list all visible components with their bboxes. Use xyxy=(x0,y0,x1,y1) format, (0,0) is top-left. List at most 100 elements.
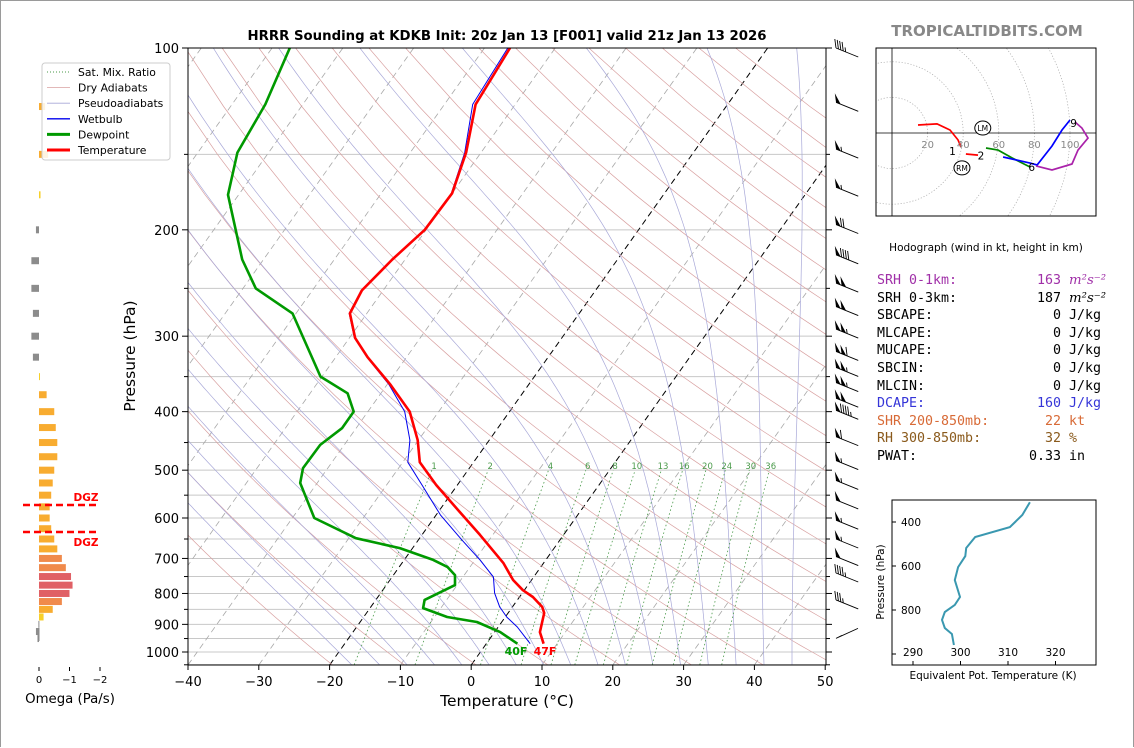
mixing-ratio-line xyxy=(574,470,636,665)
dry-adiabat xyxy=(478,48,826,335)
barb-flag xyxy=(834,245,841,257)
theta-e-x-tick-label: 310 xyxy=(998,647,1018,659)
stat-row: SBCIN: 0 J/kg xyxy=(877,360,1106,378)
wind-barb xyxy=(834,178,859,197)
barb-flag xyxy=(834,547,841,559)
barb-flag xyxy=(834,529,841,541)
dry-adiabat xyxy=(441,48,826,368)
mixing-ratio-lines: 1 2 4 6 8 10 13 16 20 24 30 36 xyxy=(353,462,776,665)
barb-full xyxy=(841,566,844,576)
barb-flag xyxy=(834,358,841,370)
omega-bar xyxy=(39,525,52,533)
theta-e-panel: 290 300 310 320 400 600 800 xyxy=(891,499,1097,666)
wind-barb xyxy=(834,297,859,317)
stat-unit: J/kg xyxy=(1069,360,1102,376)
theta-e-y-tick-label: 600 xyxy=(901,561,921,573)
pseudoadiabat xyxy=(586,48,737,665)
barb-full xyxy=(836,591,839,601)
wind-barb xyxy=(834,93,859,112)
stat-unit: J/kg xyxy=(1069,378,1102,394)
stat-value: 163 xyxy=(1036,273,1061,288)
omega-bar xyxy=(32,353,39,361)
barb-flag xyxy=(834,297,841,309)
mixing-ratio-label: 4 xyxy=(548,462,553,472)
dry-adiabat xyxy=(188,472,405,665)
stat-label: SHR 200-850mb: xyxy=(877,413,990,429)
pseudoadiabat xyxy=(791,48,803,665)
legend-label: Dewpoint xyxy=(78,128,129,141)
barb-full xyxy=(841,41,844,51)
barb-full xyxy=(839,217,843,227)
dry-adiabat xyxy=(188,349,548,665)
barb-half xyxy=(840,184,843,190)
pseudoadiabat xyxy=(188,94,599,665)
barb-staff xyxy=(835,282,859,293)
omega-bar xyxy=(39,391,47,399)
omega-tick-label: 0 xyxy=(36,675,42,686)
hodograph-trace xyxy=(965,153,979,156)
barb-staff xyxy=(835,148,859,159)
stat-unit: J/kg xyxy=(1069,308,1102,324)
stat-value: 22 xyxy=(1044,413,1061,429)
stat-label: DCAPE: xyxy=(877,396,926,412)
pseudoadiabat xyxy=(359,48,681,665)
wind-barb xyxy=(834,389,859,408)
barb-flag xyxy=(834,320,841,331)
pseudoadiabat xyxy=(462,48,709,665)
hodograph-height-label: 2 xyxy=(978,150,985,162)
wind-barb xyxy=(835,627,859,639)
barb-half xyxy=(840,517,843,523)
y-tick-label: 900 xyxy=(154,618,179,633)
mixing-ratio-label: 2 xyxy=(487,462,492,472)
surface-dewpoint-label: 40F xyxy=(505,645,528,658)
dry-adiabat xyxy=(515,48,826,303)
legend: Sat. Mix. Ratio Dry Adiabats Pseudoadiabat… xyxy=(41,62,171,161)
highlighted-isotherm xyxy=(470,164,826,665)
barb-flag xyxy=(834,140,841,151)
omega-bar xyxy=(39,581,73,589)
hodograph-trace xyxy=(985,147,1031,168)
stat-unit: J/kg xyxy=(1069,343,1102,359)
stat-value: 0 xyxy=(1052,360,1061,376)
barb-full xyxy=(844,405,847,415)
stat-value: 0 xyxy=(1052,325,1061,341)
wind-barb xyxy=(834,511,859,530)
barb-flag xyxy=(834,401,841,413)
hodograph-trace xyxy=(917,123,962,148)
isotherm-line xyxy=(188,48,414,367)
x-tick-label: −40 xyxy=(174,675,201,690)
stat-row: MLCIN: 0 J/kg xyxy=(877,378,1106,396)
mixing-ratio-line xyxy=(626,470,683,665)
dry-adiabat xyxy=(405,48,826,402)
omega-bar xyxy=(31,332,39,340)
wind-barb xyxy=(834,471,859,490)
omega-bar xyxy=(39,453,58,461)
omega-bar xyxy=(35,628,39,636)
barb-half xyxy=(840,458,843,463)
y-tick-label: 100 xyxy=(154,42,179,57)
theta-e-xlabel: Equivalent Pot. Temperature (K) xyxy=(909,670,1076,682)
barb-flag xyxy=(834,373,841,385)
stat-unit: m²s⁻² xyxy=(1069,290,1107,306)
mixing-ratio-line xyxy=(673,470,726,665)
isotherm-line xyxy=(258,48,698,665)
pseudoadiabat xyxy=(188,471,380,665)
theta-e-y-tick-label: 800 xyxy=(901,605,921,617)
dgz-label: DGZ xyxy=(74,537,99,549)
omega-bar xyxy=(39,479,53,487)
stat-value: 0.33 xyxy=(1028,448,1061,464)
mixing-ratio-line xyxy=(353,470,433,665)
skewt-frame xyxy=(187,47,827,666)
mixing-ratio-label: 30 xyxy=(745,462,756,472)
dry-adiabat xyxy=(188,110,826,661)
pseudoadiabat xyxy=(188,327,490,665)
dgz-label: DGZ xyxy=(74,492,99,504)
stat-label: SRH 0-1km: xyxy=(877,273,958,288)
pseudoadiabat xyxy=(188,368,463,665)
stat-value: 32 xyxy=(1044,431,1061,447)
wind-barb xyxy=(834,547,859,566)
wind-barb xyxy=(834,245,859,265)
mixing-ratio-line xyxy=(603,470,662,665)
